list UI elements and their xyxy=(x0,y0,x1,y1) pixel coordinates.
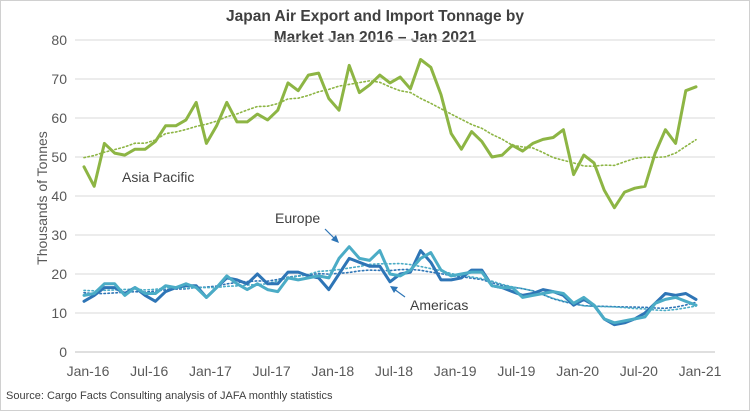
series-line-europe xyxy=(82,245,698,325)
source-note: Source: Cargo Facts Consulting analysis … xyxy=(6,390,333,402)
x-tick-label: Jul-17 xyxy=(253,363,291,379)
y-tick-label: 30 xyxy=(51,227,67,243)
y-axis-label: Thousands of Tonnes xyxy=(34,131,50,265)
x-tick-label: Jul-19 xyxy=(497,363,535,379)
y-tick-label: 0 xyxy=(59,344,67,360)
annotation-arrowhead-europe xyxy=(331,235,339,243)
y-tick-label: 40 xyxy=(51,188,67,204)
gridlines xyxy=(75,39,715,353)
x-tick-label: Jan-17 xyxy=(189,363,232,379)
x-tick-label: Jan-16 xyxy=(67,363,110,379)
x-tick-label: Jul-16 xyxy=(130,363,168,379)
y-tick-label: 70 xyxy=(51,71,67,87)
annotation-americas: Americas xyxy=(410,297,468,313)
x-tick-label: Jan-20 xyxy=(556,363,599,379)
annotation-asia-pacific: Asia Pacific xyxy=(122,169,194,185)
y-tick-label: 80 xyxy=(51,32,67,48)
x-tick-label: Jul-20 xyxy=(620,363,658,379)
x-tick-label: Jan-19 xyxy=(434,363,477,379)
x-tick-label: Jul-18 xyxy=(375,363,413,379)
y-tick-label: 50 xyxy=(51,149,67,165)
y-tick-label: 60 xyxy=(51,110,67,126)
y-axis-ticks: 0 10 20 30 40 50 60 70 80 xyxy=(51,32,67,360)
annotation-arrowhead-americas xyxy=(390,286,398,293)
series-line-asia-pacific xyxy=(82,58,698,210)
chart-title-line-2: Market Jan 2016 – Jan 2021 xyxy=(273,29,477,46)
x-axis-ticks: Jan-16 Jul-16 Jan-17 Jul-17 Jan-18 Jul-18 Jan-… xyxy=(67,363,722,379)
chart-title-line-1: Japan Air Export and Import Tonnage by xyxy=(226,8,524,25)
chart-title: Japan Air Export and Import Tonnage by M… xyxy=(0,6,750,48)
x-tick-label: Jan-18 xyxy=(311,363,354,379)
annotation-arrow-americas xyxy=(393,288,406,298)
annotations: Asia Pacific Europe Americas xyxy=(122,169,468,313)
series-lines xyxy=(82,58,698,327)
trendline-asia-pacific xyxy=(83,79,697,168)
x-tick-label: Jan-21 xyxy=(679,363,722,379)
y-tick-label: 20 xyxy=(51,266,67,282)
y-tick-label: 10 xyxy=(51,305,67,321)
annotation-europe: Europe xyxy=(275,210,320,226)
